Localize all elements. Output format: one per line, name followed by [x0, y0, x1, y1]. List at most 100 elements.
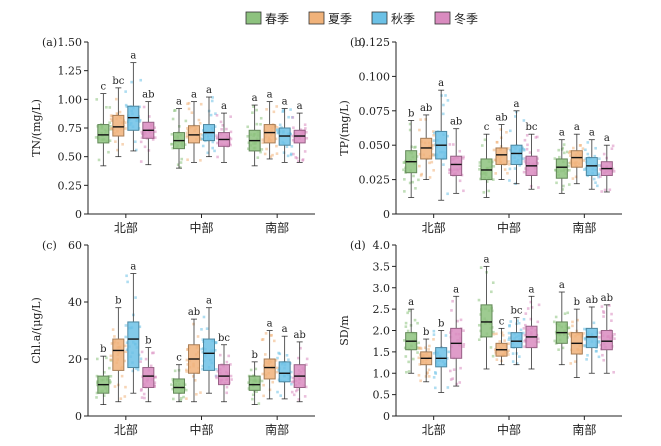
jitter-point — [110, 119, 114, 123]
y-tick-label: 0 — [383, 208, 390, 221]
box-1-1: b — [95, 344, 113, 406]
jitter-point — [562, 184, 565, 188]
jitter-point — [206, 151, 210, 155]
jitter-point — [192, 375, 195, 378]
significance-label: a — [559, 280, 565, 291]
jitter-point — [492, 148, 496, 152]
jitter-point — [291, 138, 295, 142]
jitter-point — [492, 330, 495, 334]
jitter-point — [136, 368, 140, 372]
jitter-point — [571, 324, 574, 328]
significance-label: b — [100, 344, 106, 355]
significance-label: a — [176, 97, 182, 108]
jitter-point — [275, 144, 278, 148]
jitter-point — [495, 358, 499, 361]
jitter-point — [301, 158, 305, 161]
jitter-point — [522, 157, 525, 160]
jitter-point — [299, 128, 303, 131]
jitter-point — [600, 190, 603, 193]
jitter-point — [483, 138, 487, 142]
jitter-point — [441, 112, 445, 116]
box-iqr — [218, 364, 230, 386]
jitter-point — [569, 161, 572, 165]
y-tick-label: 20 — [68, 353, 82, 366]
box-1-3: a — [124, 51, 143, 152]
significance-label: ab — [450, 117, 462, 128]
jitter-point — [602, 358, 606, 362]
jitter-point — [143, 145, 147, 149]
jitter-point — [427, 368, 431, 372]
jitter-point — [201, 364, 205, 368]
jitter-point — [451, 299, 454, 303]
box-3-4: a — [599, 133, 616, 193]
box-1-2: b — [417, 327, 435, 383]
jitter-point — [404, 321, 408, 325]
jitter-point — [408, 181, 412, 185]
jitter-point — [153, 136, 157, 139]
jitter-point — [414, 187, 417, 190]
legend-item-3: 秋季 — [371, 11, 415, 26]
jitter-point — [295, 156, 299, 160]
significance-label: a — [130, 51, 136, 62]
jitter-point — [432, 333, 436, 336]
chart-panel-4: 00.51.01.52.02.53.03.54.0(d)SD/m北部 中部 南部ab… — [338, 239, 622, 437]
jitter-point — [524, 323, 527, 327]
y-tick-label: 1.25 — [58, 65, 83, 78]
jitter-point — [495, 140, 499, 144]
jitter-point — [507, 331, 511, 335]
jitter-point — [276, 356, 279, 360]
jitter-point — [225, 391, 229, 395]
jitter-point — [95, 391, 99, 395]
jitter-point — [262, 383, 265, 387]
jitter-point — [260, 379, 264, 383]
box-2-1: c — [478, 122, 496, 198]
jitter-point — [251, 397, 254, 401]
jitter-point — [187, 101, 191, 105]
jitter-point — [130, 80, 133, 84]
jitter-point — [487, 189, 491, 193]
jitter-point — [417, 346, 421, 350]
jitter-point — [290, 145, 294, 148]
jitter-point — [509, 320, 513, 323]
jitter-point — [249, 368, 253, 372]
jitter-point — [593, 154, 597, 158]
jitter-point — [229, 374, 233, 378]
jitter-point — [563, 312, 567, 316]
y-tick-label: 0.125 — [359, 36, 391, 49]
significance-label: c — [484, 122, 490, 133]
jitter-point — [197, 118, 201, 122]
jitter-point — [528, 151, 532, 154]
significance-label: c — [176, 353, 182, 364]
jitter-point — [582, 168, 586, 171]
jitter-point — [171, 117, 175, 121]
jitter-point — [432, 133, 435, 137]
jitter-point — [495, 332, 498, 336]
jitter-point — [303, 150, 307, 153]
x-tick-label: 南部 — [265, 220, 289, 235]
jitter-point — [215, 114, 219, 117]
jitter-point — [285, 145, 289, 149]
significance-label: a — [574, 122, 580, 133]
jitter-point — [124, 324, 128, 327]
jitter-point — [199, 159, 202, 162]
jitter-point — [109, 358, 112, 362]
jitter-point — [287, 358, 290, 362]
box-3-1: a — [553, 128, 571, 194]
jitter-point — [187, 107, 191, 111]
panel-label: (d) — [350, 239, 366, 252]
jitter-point — [121, 142, 124, 146]
jitter-point — [213, 149, 216, 153]
jitter-point — [109, 117, 113, 121]
box-1-1: b — [402, 108, 420, 198]
jitter-point — [599, 168, 602, 171]
jitter-point — [109, 354, 113, 358]
jitter-point — [153, 126, 156, 130]
jitter-point — [255, 108, 258, 112]
x-tick-label: 南部 — [265, 422, 289, 437]
jitter-point — [180, 396, 183, 400]
box-3-2: b — [568, 297, 585, 378]
jitter-point — [597, 175, 600, 179]
jitter-point — [271, 380, 275, 384]
jitter-point — [462, 189, 465, 193]
significance-label: a — [438, 78, 444, 89]
